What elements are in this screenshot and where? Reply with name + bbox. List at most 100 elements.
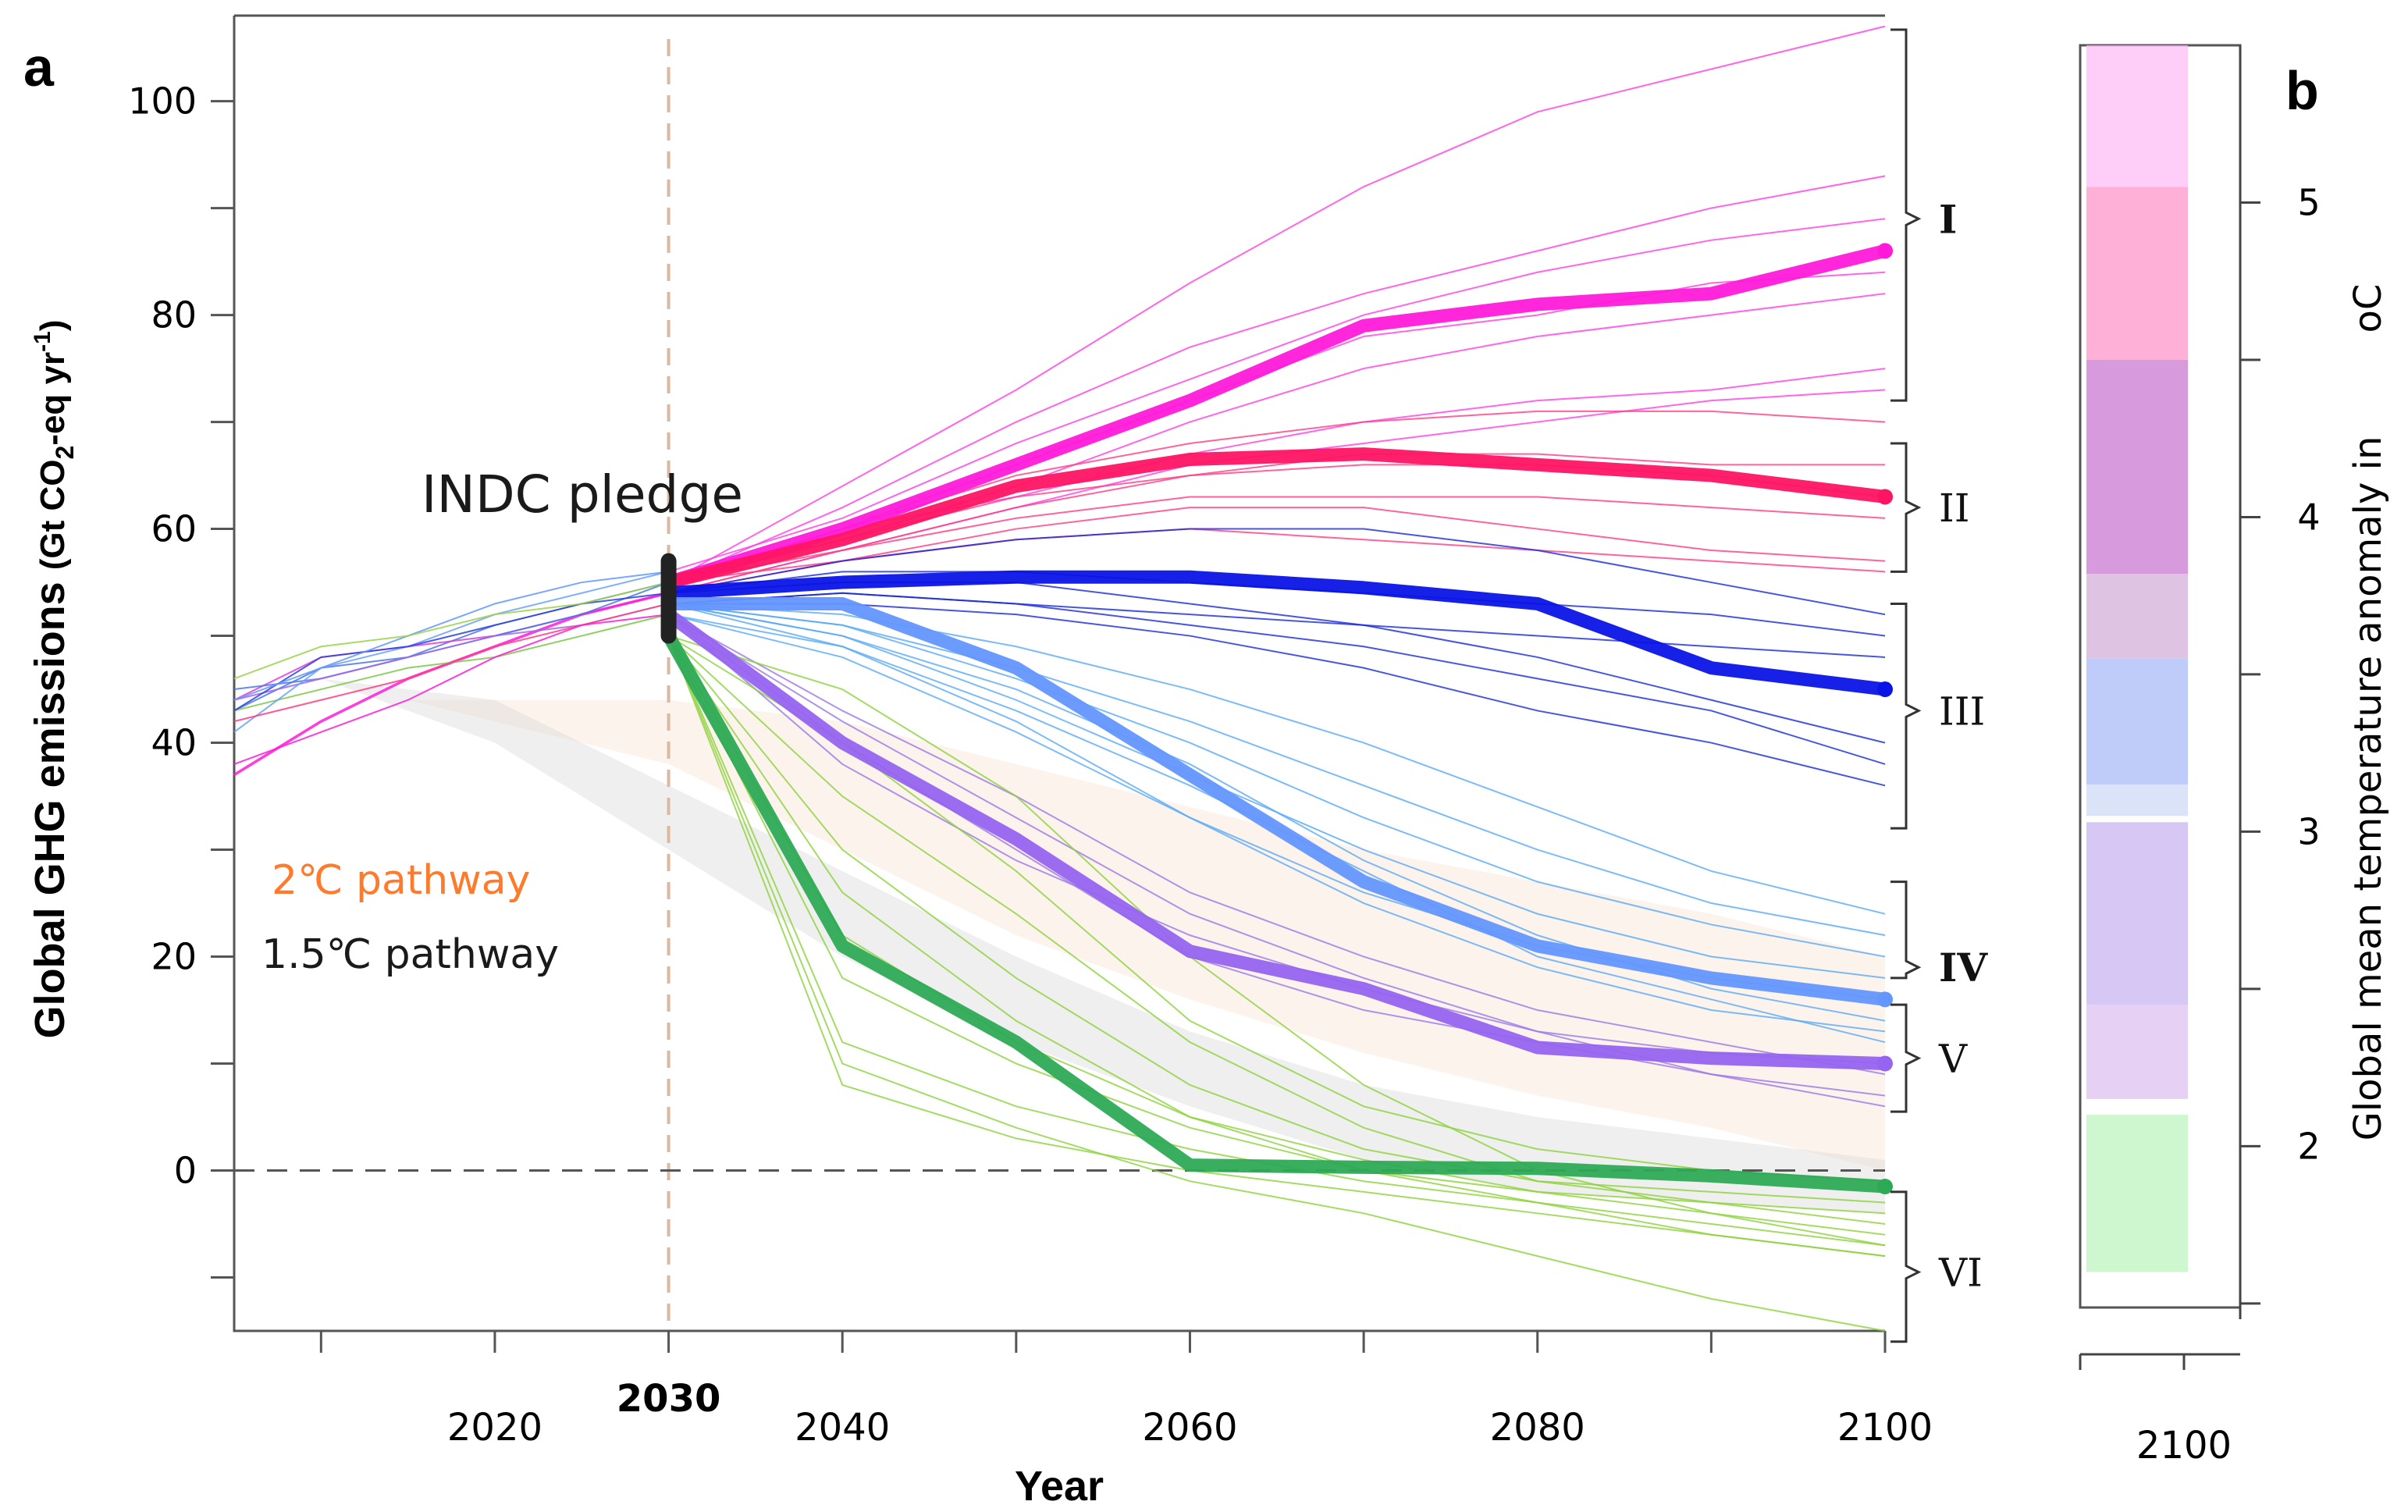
history-line-11	[233, 571, 669, 701]
ensemble-V-member-3	[667, 614, 1886, 1065]
bracket-label-VI: VI	[1938, 1251, 1983, 1296]
x-tick-label-2100: 2100	[1837, 1406, 1933, 1450]
x-axis-title: Year	[1015, 1463, 1104, 1510]
bracket-label-II: II	[1939, 486, 1970, 531]
bracket-VI	[1890, 1190, 1922, 1343]
ensemble-III-member-5	[668, 603, 1886, 787]
ensemble-III-member-1	[668, 528, 1886, 616]
history-lines	[233, 571, 669, 777]
x-tick-label-2060: 2060	[1142, 1406, 1237, 1450]
series-end-point-III	[1877, 681, 1893, 698]
ensemble-VI-member-2	[667, 635, 1886, 1226]
ensemble-III-member-6	[668, 592, 1886, 765]
y-tick-label-40: 40	[151, 722, 197, 764]
ensemble-VI-member-8	[667, 635, 1886, 1247]
bracket-label-IV: IV	[1939, 945, 1988, 991]
panel-a-letter: a	[23, 37, 55, 98]
temperature-band-8	[2086, 187, 2188, 360]
panel-b-x-label: 2100	[2136, 1424, 2232, 1468]
bracket-III	[1890, 602, 1922, 830]
ensemble-VI-member-6	[667, 635, 1886, 1236]
y-tick-label-60: 60	[151, 508, 197, 550]
temperature-band-9	[2086, 45, 2188, 187]
series-line-I	[662, 244, 1892, 589]
ensemble-VI-member-10	[667, 635, 1886, 1215]
pathway-bands	[321, 678, 1885, 1214]
y-axis-title: Global GHG emissions (Gt CO2-eq yr-1)	[27, 320, 79, 1039]
history-line-8	[233, 592, 669, 712]
temperature-band-3	[2086, 822, 2188, 1005]
series-line-VI	[662, 629, 1892, 1194]
x-tick-label-2080: 2080	[1490, 1406, 1585, 1450]
panel-b-axis-ticks: 2 3 4 5	[2240, 181, 2321, 1305]
ensemble-I-member-3	[668, 218, 1886, 573]
series-line-IV	[662, 596, 1892, 1006]
temperature-band-2	[2086, 1005, 2188, 1099]
series-end-point-VI	[1877, 1179, 1893, 1195]
x-tick-label-2030: 2030	[617, 1377, 721, 1421]
series-line-V	[662, 607, 1892, 1071]
bracket-label-I: I	[1939, 196, 1957, 242]
panel-b-y-tick-label-4: 4	[2297, 496, 2320, 538]
ensemble-II-member-4	[668, 496, 1886, 594]
panel-b-letter: b	[2285, 60, 2319, 121]
ensemble-V-member-4	[668, 614, 1886, 1108]
series-end-point-IV	[1877, 991, 1893, 1008]
ensemble-II-member-5	[668, 507, 1886, 584]
panel-b-y-axis-title: Global mean temperature anomaly in	[2346, 436, 2390, 1141]
x-tick-label-2040: 2040	[795, 1406, 890, 1450]
series-end-point-II	[1877, 489, 1893, 505]
bracket-II	[1890, 442, 1922, 573]
panel-b-y-tick-label-2: 2	[2297, 1125, 2320, 1167]
history-line-10	[233, 614, 669, 765]
y-tick-label-20: 20	[151, 936, 197, 978]
panel-b-unit-label: oC	[2346, 284, 2390, 333]
ensemble-I-member-1	[668, 25, 1886, 583]
pathway-15c-label: 1.5℃ pathway	[261, 931, 559, 978]
pathway-2c-label: 2℃ pathway	[272, 857, 530, 904]
temperature-band-5	[2086, 658, 2188, 784]
temperature-band-6	[2086, 573, 2188, 659]
pledge-label: INDC pledge	[421, 464, 743, 525]
scenario-lines	[662, 243, 1893, 1195]
ensemble-VI-member-5	[668, 635, 1886, 1247]
temperature-band-7	[2086, 359, 2188, 574]
panel-b-y-tick-label-3: 3	[2297, 810, 2320, 852]
ensemble-V-member-1	[668, 614, 1886, 1076]
reference-lines	[234, 39, 1885, 1331]
history-line-7	[233, 571, 669, 733]
y-tick-label-0: 0	[174, 1150, 197, 1192]
ensemble-IV-member-2	[668, 603, 1886, 958]
series-line-III	[662, 570, 1892, 696]
y-tick-label-100: 100	[128, 80, 197, 123]
y-tick-label-80: 80	[151, 294, 197, 336]
history-line-12	[233, 582, 669, 680]
ensemble-VI-member-9	[667, 635, 1886, 1204]
ensemble-VI-member-7	[667, 635, 1886, 1332]
panel-a-frame	[233, 14, 1885, 1332]
ensemble-VI-member-4	[667, 635, 1886, 1258]
series-end-point-I	[1877, 243, 1893, 259]
bracket-label-III: III	[1939, 688, 1985, 734]
ensemble-I-member-2	[668, 175, 1886, 583]
series-end-point-V	[1877, 1055, 1893, 1072]
pathway-band-1	[407, 699, 1885, 1171]
panel-b-y-tick-label-5: 5	[2297, 181, 2320, 223]
panel-b: 2100 2 3 4 5 b Global mean temperature anom…	[2079, 44, 2390, 1468]
history-line-9	[233, 603, 669, 723]
x-tick-label-2020: 2020	[447, 1406, 542, 1450]
pathway-band-2	[321, 678, 1885, 1214]
temperature-band-1	[2086, 1115, 2188, 1272]
ensemble-IV-member-6	[668, 614, 1886, 1033]
ensemble-IV-member-5	[668, 603, 1886, 1022]
temperature-bands	[2086, 45, 2188, 1272]
bracket-IV	[1890, 881, 1922, 980]
bracket-I	[1890, 28, 1922, 402]
series-line-II	[662, 447, 1892, 589]
bracket-label-V: V	[1938, 1037, 1968, 1082]
temperature-band-4	[2086, 784, 2188, 816]
